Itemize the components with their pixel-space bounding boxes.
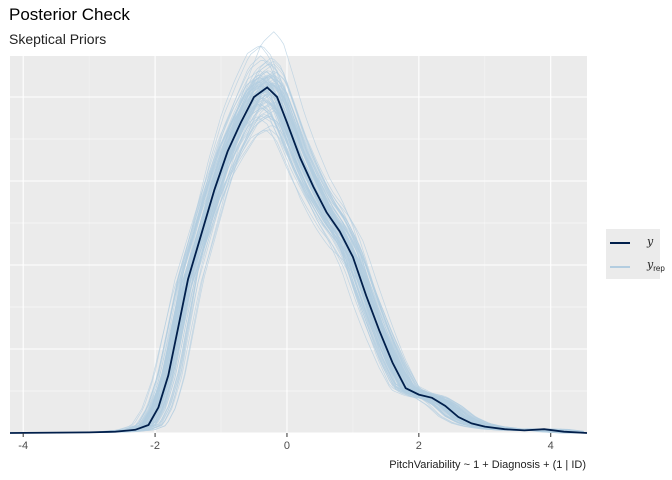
x-tick-label: 2 [416, 440, 422, 452]
legend-key-yrep [610, 266, 630, 268]
x-tick-label: 0 [284, 440, 290, 452]
x-tick-label: -4 [18, 440, 28, 452]
x-axis-label: PitchVariability ~ 1 + Diagnosis + (1 | … [389, 459, 586, 471]
y-density-line [9, 86, 588, 434]
legend-label-y: y [647, 235, 654, 248]
gridlines [10, 56, 587, 434]
plot-panel [10, 56, 587, 433]
legend: y yrep [606, 229, 665, 279]
chart-subtitle: Skeptical Priors [9, 31, 107, 47]
legend-key-y [610, 242, 630, 244]
x-axis: -4 -2 0 2 4 [18, 433, 554, 452]
legend-label-yrep: yrep [647, 258, 665, 274]
x-tick-label: 4 [548, 440, 554, 452]
x-tick-label: -2 [150, 440, 160, 452]
chart-title: Posterior Check [9, 5, 130, 24]
